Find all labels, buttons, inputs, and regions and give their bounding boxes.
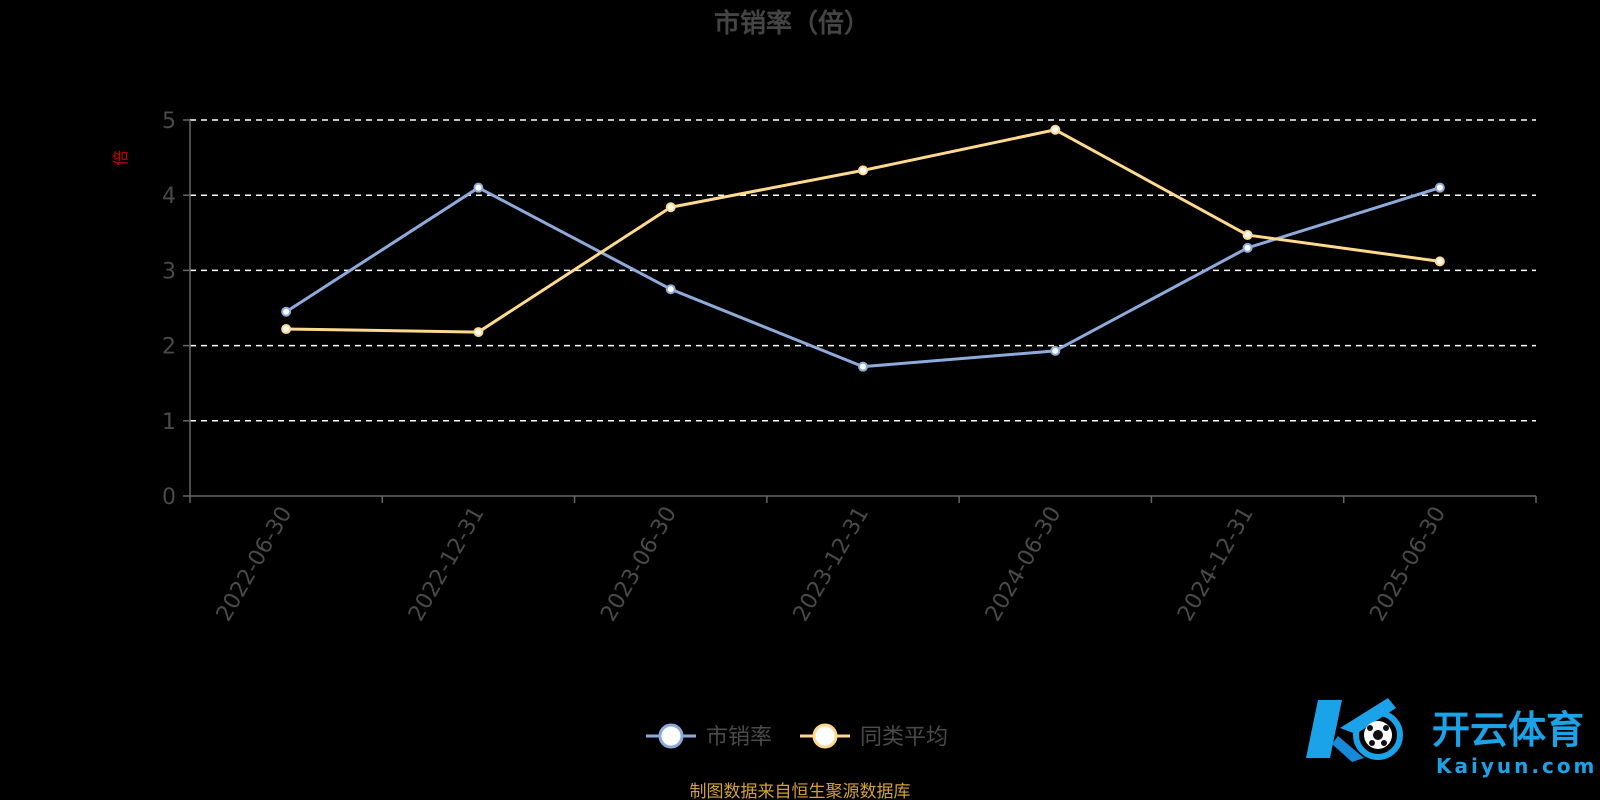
y-tick-label: 5 [162, 109, 176, 134]
x-tick-label: 2023-06-30 [596, 503, 682, 626]
y-tick-label: 1 [162, 410, 176, 435]
legend-marker-icon [658, 723, 684, 749]
y-axis-label: 倍 [111, 150, 130, 166]
data-point[interactable] [665, 202, 676, 213]
y-tick-label: 3 [162, 259, 176, 284]
x-tick-label: 2024-06-30 [981, 503, 1067, 626]
legend-item[interactable]: 同类平均 [800, 723, 948, 750]
data-point[interactable] [281, 324, 292, 335]
legend-item[interactable]: 市销率 [646, 723, 772, 750]
y-tick-label: 0 [162, 485, 176, 510]
kaiyun-logo-icon [1306, 698, 1403, 762]
x-tick-label: 2024-12-31 [1173, 503, 1259, 626]
series-line [285, 186, 1441, 369]
legend-marker-icon [812, 723, 838, 749]
watermark-url: Kaiyun.com [1436, 754, 1597, 778]
data-point[interactable] [858, 165, 868, 176]
data-point[interactable] [1242, 242, 1253, 253]
legend-label: 同类平均 [860, 725, 948, 750]
data-point[interactable] [473, 182, 484, 193]
watermark-brand: 开云体育 [1432, 708, 1584, 752]
y-tick-label: 2 [162, 335, 176, 360]
watermark-logo: 开云体育 Kaiyun.com [1306, 698, 1597, 778]
x-tick-label: 2023-12-31 [789, 503, 875, 626]
gridlines [190, 119, 1536, 422]
source-note: 制图数据来自恒生聚源数据库 [690, 782, 911, 800]
data-point[interactable] [1050, 345, 1061, 356]
series-2 [281, 124, 1445, 338]
axes [183, 119, 1537, 503]
series-1 [281, 182, 1445, 372]
x-tick-label: 2022-12-31 [404, 503, 490, 626]
x-tick-labels: 2022-06-30 2022-12-31 2023-06-30 2023-12-31… [212, 503, 1451, 626]
data-point[interactable] [1050, 124, 1061, 135]
data-point[interactable] [1242, 230, 1253, 241]
y-tick-labels: 0 1 2 3 4 5 [162, 109, 176, 510]
data-point[interactable] [858, 361, 868, 372]
series-lines [281, 124, 1445, 372]
data-point[interactable] [1434, 182, 1445, 193]
data-point[interactable] [281, 306, 292, 317]
legend-label: 市销率 [706, 725, 772, 750]
y-tick-label: 4 [162, 184, 176, 209]
data-point[interactable] [473, 327, 484, 338]
chart-title: 市销率（倍） [714, 8, 870, 39]
x-tick-label: 2025-06-30 [1365, 503, 1451, 626]
legend[interactable]: 市销率 同类平均 [646, 723, 948, 750]
series-line [286, 128, 1441, 334]
data-point[interactable] [1434, 256, 1445, 267]
x-tick-label: 2022-06-30 [212, 503, 298, 626]
data-point[interactable] [665, 284, 676, 295]
